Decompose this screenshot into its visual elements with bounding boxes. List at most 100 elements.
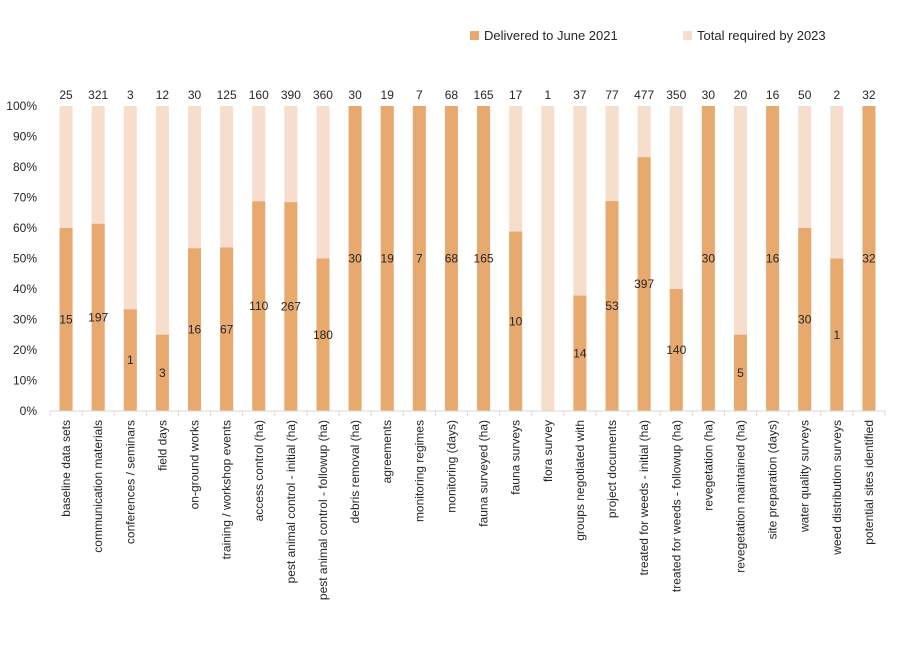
- y-tick-label: 100%: [6, 99, 37, 113]
- y-tick-label: 0%: [20, 404, 38, 418]
- x-category-label: baseline data sets: [59, 420, 73, 517]
- legend-label-required: Total required by 2023: [697, 28, 826, 43]
- delivered-label: 30: [348, 252, 362, 266]
- delivered-label: 68: [445, 252, 459, 266]
- bar-delivered: [573, 295, 587, 411]
- total-required-label: 1: [544, 88, 551, 102]
- delivered-label: 30: [702, 252, 716, 266]
- delivered-label: 19: [381, 252, 395, 266]
- delivered-label: 7: [416, 252, 423, 266]
- delivered-label: 197: [88, 310, 108, 324]
- legend-label-delivered: Delivered to June 2021: [484, 28, 618, 43]
- total-required-label: 30: [348, 88, 362, 102]
- bar-delivered: [155, 334, 169, 411]
- delivered-label: 32: [862, 252, 876, 266]
- total-required-label: 390: [281, 88, 301, 102]
- total-required-label: 16: [766, 88, 780, 102]
- bar-delivered: [412, 106, 426, 411]
- bar-delivered: [669, 289, 683, 411]
- total-required-label: 321: [88, 88, 108, 102]
- x-category-label: agreements: [380, 420, 394, 483]
- legend: Delivered to June 2021 Total required by…: [470, 28, 826, 43]
- bar-delivered: [830, 258, 844, 411]
- x-category-label: site preparation (days): [766, 420, 780, 539]
- delivered-label: 397: [634, 277, 654, 291]
- total-required-label: 77: [605, 88, 619, 102]
- y-axis: 0% 10% 20% 30% 40% 50% 60% 70% 80% 90% 100%: [6, 99, 37, 418]
- delivered-label: 1: [127, 353, 134, 367]
- legend-swatch-required: [683, 31, 692, 40]
- x-axis-categories: baseline data sets communication material…: [49, 411, 886, 600]
- delivered-label: 15: [59, 313, 73, 327]
- bar-delivered: [766, 106, 780, 411]
- bar-delivered: [348, 106, 362, 411]
- x-category-label: monitoring regimes: [412, 420, 426, 522]
- x-category-label: flora survey: [541, 420, 555, 482]
- bar-delivered: [733, 334, 747, 411]
- total-required-label: 360: [313, 88, 333, 102]
- bar-delivered: [380, 106, 394, 411]
- y-tick-label: 50%: [13, 252, 37, 266]
- delivered-label: 67: [220, 322, 234, 336]
- x-category-label: training / workshop events: [220, 420, 234, 559]
- bar-total-required: [541, 106, 555, 411]
- x-category-label: fauna surveys: [509, 420, 523, 495]
- bar-delivered: [605, 201, 619, 411]
- total-required-label: 25: [59, 88, 73, 102]
- delivered-label: 140: [666, 343, 686, 357]
- delivered-label: 30: [798, 313, 812, 327]
- bar-delivered: [316, 258, 330, 411]
- bar-delivered: [91, 223, 105, 411]
- bar-delivered: [188, 248, 202, 411]
- y-tick-label: 80%: [13, 160, 37, 174]
- delivered-label: 53: [605, 299, 619, 313]
- y-tick-label: 40%: [13, 282, 37, 296]
- bar-delivered: [59, 228, 73, 411]
- total-required-label: 20: [734, 88, 748, 102]
- x-category-label: project documents: [605, 420, 619, 518]
- total-required-label: 12: [156, 88, 170, 102]
- bar-delivered: [701, 106, 715, 411]
- x-category-label: groups negotiated with: [573, 420, 587, 541]
- bar-delivered: [444, 106, 458, 411]
- delivered-label: 165: [474, 252, 494, 266]
- total-required-label: 17: [509, 88, 523, 102]
- y-tick-label: 30%: [13, 313, 37, 327]
- total-required-label: 32: [862, 88, 876, 102]
- total-required-label: 350: [666, 88, 686, 102]
- total-required-label: 165: [474, 88, 494, 102]
- bar-delivered: [862, 106, 876, 411]
- total-required-label: 30: [188, 88, 202, 102]
- bar-delivered: [637, 157, 651, 411]
- delivered-label: 10: [509, 314, 523, 328]
- total-required-label: 477: [634, 88, 654, 102]
- x-category-label: potential sites identified: [862, 420, 876, 545]
- y-tick-label: 70%: [13, 191, 37, 205]
- total-required-label: 160: [249, 88, 269, 102]
- total-required-label: 30: [702, 88, 716, 102]
- total-required-label: 125: [217, 88, 237, 102]
- legend-swatch-delivered: [470, 31, 479, 40]
- y-tick-label: 90%: [13, 130, 37, 144]
- delivered-label: 1: [833, 328, 840, 342]
- bar-delivered: [798, 228, 812, 411]
- delivered-label: 16: [188, 323, 202, 337]
- total-required-label: 3: [127, 88, 134, 102]
- total-required-label: 68: [445, 88, 459, 102]
- x-category-label: access control (ha): [252, 420, 266, 521]
- x-category-label: water quality surveys: [798, 420, 812, 533]
- delivered-label: 110: [249, 299, 268, 313]
- x-category-label: debris removal (ha): [348, 420, 362, 523]
- x-category-label: fauna surveyed (ha): [477, 420, 491, 527]
- total-required-label: 50: [798, 88, 812, 102]
- x-category-label: monitoring (days): [444, 420, 458, 513]
- total-required-label: 19: [381, 88, 395, 102]
- bar-delivered: [284, 202, 298, 411]
- x-category-label: weed distribution surveys: [830, 420, 844, 556]
- x-category-label: treated for weeds - followup (ha): [669, 420, 683, 592]
- x-category-label: field days: [155, 420, 169, 471]
- delivered-label: 180: [313, 328, 333, 342]
